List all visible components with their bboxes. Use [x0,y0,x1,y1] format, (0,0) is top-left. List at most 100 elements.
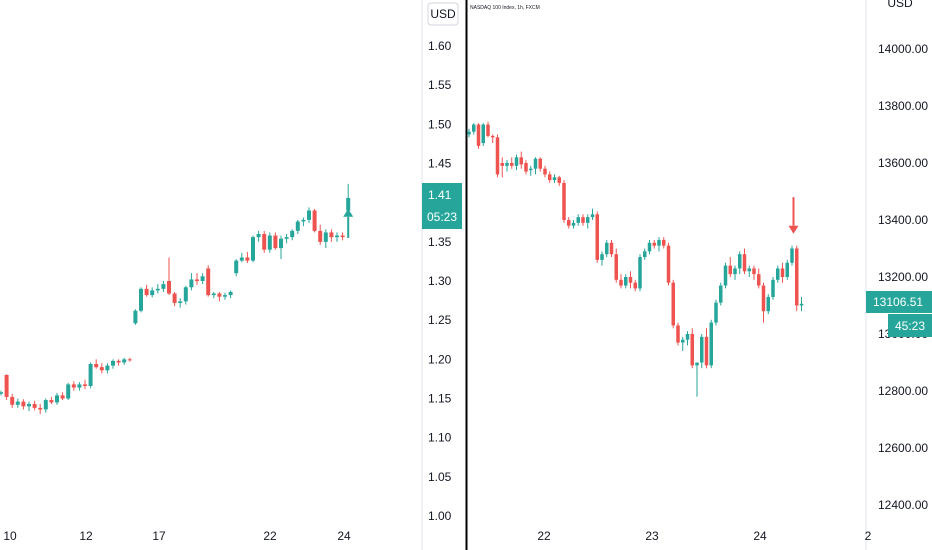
candle-body [295,221,300,231]
candle [519,151,523,169]
left-time-axis[interactable]: 10 12 17 22 24 [3,529,351,543]
candle [628,271,633,289]
candle [161,281,166,292]
candle-body [267,235,272,250]
candle [335,232,339,242]
candle [94,359,99,369]
candle-body [15,401,20,405]
candle [481,123,485,146]
candle-body [60,395,65,399]
y-tick-label: 1.60 [428,39,452,53]
candle [690,328,694,369]
y-tick-label: 13400.00 [878,213,928,227]
candle [55,393,59,405]
candle [714,299,718,326]
candle [267,232,272,253]
candle-body [206,268,211,296]
candle-body [200,276,205,281]
candle [206,265,211,297]
candle-body [88,364,93,386]
candle [529,165,533,176]
left-chart[interactable]: 1.601.551.501.451.401.351.301.251.201.15… [0,0,462,550]
candle [624,274,628,289]
candle-body [83,384,87,386]
candle-body [619,279,623,286]
candle [695,362,699,397]
candle [657,237,661,252]
candle-body [567,220,571,226]
right-time-axis[interactable]: 22 23 24 2 [537,529,871,543]
candle [633,279,637,292]
candle-body [256,234,261,238]
candle-body [279,238,283,249]
candle-body [652,242,656,246]
candle-body [38,407,43,410]
candle [643,248,647,260]
candle-body [581,217,585,223]
right-chart[interactable]: NASDAQ 100 Index, 1h, FXCM 14000.00 13800… [467,0,932,550]
candle-body [548,174,552,181]
candle [557,175,561,186]
candle [256,230,261,242]
candle [211,291,216,299]
candle-body [262,234,267,250]
candle-body [647,242,652,252]
candle [43,398,48,413]
candle-body [27,403,31,407]
candle [700,334,704,369]
candle [88,362,93,389]
y-tick-label: 1.00 [428,509,452,523]
candle-body [66,384,71,399]
candle-body [228,291,233,296]
candle [200,273,205,285]
left-candles [0,183,351,415]
candle [538,157,542,172]
candle [239,252,244,263]
left-last-price: 1.41 [428,188,452,202]
candle [728,257,732,277]
candle-body [32,403,37,408]
y-tick-label: 1.50 [428,117,452,131]
right-countdown-badge [888,314,932,337]
up-arrow-icon [343,208,354,238]
candle [83,379,87,390]
candle [284,234,289,244]
candle-body [557,177,561,183]
candle [638,254,642,292]
left-currency-button[interactable] [427,2,459,26]
candle-body [538,158,542,169]
y-tick-label: 1.30 [428,274,452,288]
candle-body [576,217,580,223]
right-last-price-tag: 13106.51 45:23 [866,291,932,337]
candle [329,229,334,242]
candle-body [795,248,799,306]
candle [251,235,255,263]
right-price-axis[interactable]: 14000.00 13800.00 13600.00 13400.00 13200.00… [878,42,928,512]
candle-body [666,245,671,283]
candle-body [323,232,328,242]
y-tick-label: 14000.00 [878,42,928,56]
x-tick-label: 17 [152,529,166,543]
y-tick-label: 1.20 [428,352,452,366]
candle-body [586,217,590,223]
candle [514,154,519,171]
candle [742,248,747,275]
candle [795,245,799,312]
candle [318,224,323,245]
candle [307,207,311,224]
candle-body [533,158,538,169]
x-tick-label: 22 [537,529,551,543]
candle [228,290,233,299]
candle [77,382,82,391]
y-tick-label: 1.15 [428,392,452,406]
candle [671,279,675,329]
candle [183,285,188,305]
candle [681,336,685,352]
candle-body [127,359,132,361]
candle [609,239,614,258]
y-tick-label: 1.35 [428,235,452,249]
candle-body [562,182,566,220]
right-last-price-badge [866,291,932,313]
candle [0,390,3,396]
candle [279,235,283,260]
